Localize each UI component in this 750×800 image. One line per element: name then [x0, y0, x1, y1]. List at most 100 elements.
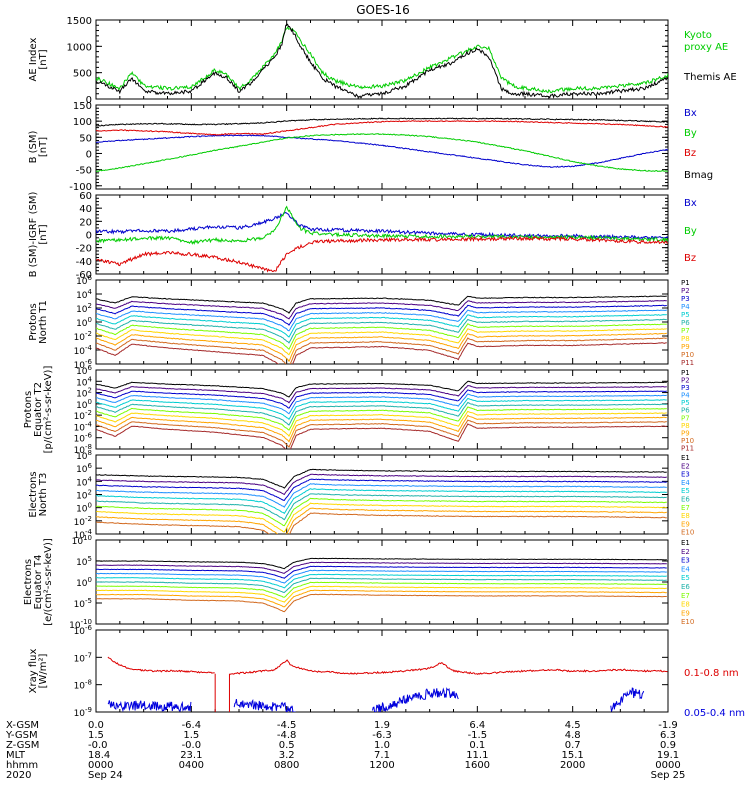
- legend-entry: Kyoto: [684, 30, 712, 41]
- channel-legend-p8: P8: [681, 335, 690, 343]
- y-axis-label-line: [nT]: [38, 137, 49, 157]
- channel-legend-e1: E1: [681, 539, 690, 547]
- ephem-value: 19.1: [657, 750, 679, 761]
- channel-line-e8: [96, 585, 667, 603]
- channel-legend-p2: P2: [681, 377, 690, 385]
- channel-line-p5: [96, 314, 667, 338]
- ephem-row-label: hhmm: [6, 760, 38, 771]
- y-tick-label: 10-8: [74, 679, 92, 692]
- legend-entry: Bz: [684, 253, 696, 264]
- y-axis-label: B (SM) [nT]: [28, 130, 49, 163]
- series-line-by: [96, 205, 668, 245]
- y-tick-label: 10-4: [74, 344, 93, 357]
- series-line-xray-short: [372, 687, 459, 712]
- channel-line-p9: [96, 332, 667, 363]
- y-tick-label: 50: [79, 133, 92, 144]
- channel-line-p7: [96, 323, 667, 350]
- channel-line-e9: [96, 589, 667, 608]
- channel-line-e7: [96, 497, 667, 527]
- y-axis-label-line: Equator T4: [33, 555, 44, 610]
- panel-frame: [95, 539, 669, 625]
- channel-line-p4: [96, 393, 667, 415]
- channel-legend-p3: P3: [681, 384, 690, 392]
- y-tick-label: 0: [86, 95, 92, 106]
- series-line-kyoto-proxy-ae: [96, 25, 668, 94]
- y-axis-label-line: [nT]: [38, 224, 49, 244]
- channel-legend-p11: P11: [681, 359, 694, 367]
- ephem-value: Sep 24: [88, 770, 123, 781]
- ephem-value: Sep 25: [651, 770, 686, 781]
- channel-legend-p9: P9: [681, 343, 690, 351]
- y-axis-label-line: Xray flux: [28, 649, 39, 694]
- y-tick-label: 100: [76, 576, 92, 589]
- channel-line-p8: [96, 410, 667, 438]
- y-axis-label: Electrons Equator T4 [e/(cm²-s-sr-keV)]: [23, 538, 54, 626]
- y-tick-label: 500: [73, 69, 92, 80]
- y-tick-label: 102: [76, 489, 92, 502]
- channel-line-e3: [96, 478, 667, 501]
- y-tick-label: 102: [76, 302, 92, 315]
- legend-entry: proxy AE: [684, 42, 728, 53]
- y-tick-label: -50: [76, 166, 92, 177]
- ephem-row-label: X-GSM: [6, 720, 39, 731]
- channel-line-e5: [96, 573, 667, 589]
- channel-line-p1: [96, 295, 667, 314]
- ephem-value: 6.4: [469, 720, 485, 731]
- y-tick-label: -60: [76, 270, 92, 281]
- channel-legend-p1: P1: [681, 369, 690, 377]
- plot-area: [96, 557, 667, 613]
- channel-legend-e2: E2: [681, 462, 690, 470]
- ephem-value: -1.5: [468, 730, 488, 741]
- channel-line-e4: [96, 569, 667, 584]
- channel-legend-e3: E3: [681, 471, 690, 479]
- channel-line-e10: [96, 512, 667, 534]
- panel-bdiff: -60 -40 -20 0 20 40 60 B (SM)-IGRF (SM) [nT] Bx By…: [28, 191, 697, 281]
- channel-line-p2: [96, 384, 667, 404]
- y-tick-label: 100: [76, 502, 92, 515]
- y-axis-label: B (SM)-IGRF (SM) [nT]: [28, 192, 49, 278]
- channel-legend-e7: E7: [681, 504, 690, 512]
- channel-line-p3: [96, 304, 667, 326]
- ephem-value: 6.3: [660, 730, 676, 741]
- legend-entry: Bz: [684, 148, 696, 159]
- plot-area: [96, 468, 667, 534]
- channel-legend-p5: P5: [681, 311, 690, 319]
- legend-entry: Bx: [684, 108, 697, 119]
- channel-line-e6: [96, 493, 667, 521]
- legend-entry: 0.1-0.8 nm: [684, 668, 739, 679]
- y-tick-label: -20: [76, 244, 92, 255]
- y-tick-label: 10-7: [74, 651, 92, 664]
- channel-legend-p5: P5: [681, 399, 690, 407]
- y-tick-label: -100: [69, 182, 92, 193]
- channel-legend-p8: P8: [681, 422, 690, 430]
- series-line-xray-short: [233, 698, 296, 712]
- channel-line-e3: [96, 565, 667, 579]
- channel-legend-e2: E2: [681, 548, 690, 556]
- legend-entry: Bx: [684, 198, 697, 209]
- ephem-value: 2000: [560, 760, 585, 771]
- y-tick-label: 1500: [67, 16, 92, 27]
- y-axis-label: Xray flux [W/m²]: [28, 649, 49, 694]
- channel-legend-p4: P4: [681, 392, 690, 400]
- y-tick-label: 60: [79, 191, 92, 202]
- ephem-value: 0000: [655, 760, 680, 771]
- channel-legend-p6: P6: [681, 407, 690, 415]
- ephem-row-label: Y-GSM: [5, 730, 38, 741]
- ephem-value: 11.1: [466, 750, 488, 761]
- plot-area: [96, 205, 668, 273]
- ephem-value: 3.2: [279, 750, 295, 761]
- legend-entry: 0.05-0.4 nm: [684, 708, 745, 719]
- y-axis-label-line: Equator T2: [33, 382, 44, 437]
- channel-line-p8: [96, 328, 667, 356]
- ephem-value: -6.4: [182, 720, 202, 731]
- channel-legend-p7: P7: [681, 327, 690, 335]
- channel-legend-p6: P6: [681, 319, 690, 327]
- ephem-value: 0800: [274, 760, 299, 771]
- plot-title: GOES-16: [356, 3, 410, 17]
- series-line-themis-ae: [96, 23, 668, 99]
